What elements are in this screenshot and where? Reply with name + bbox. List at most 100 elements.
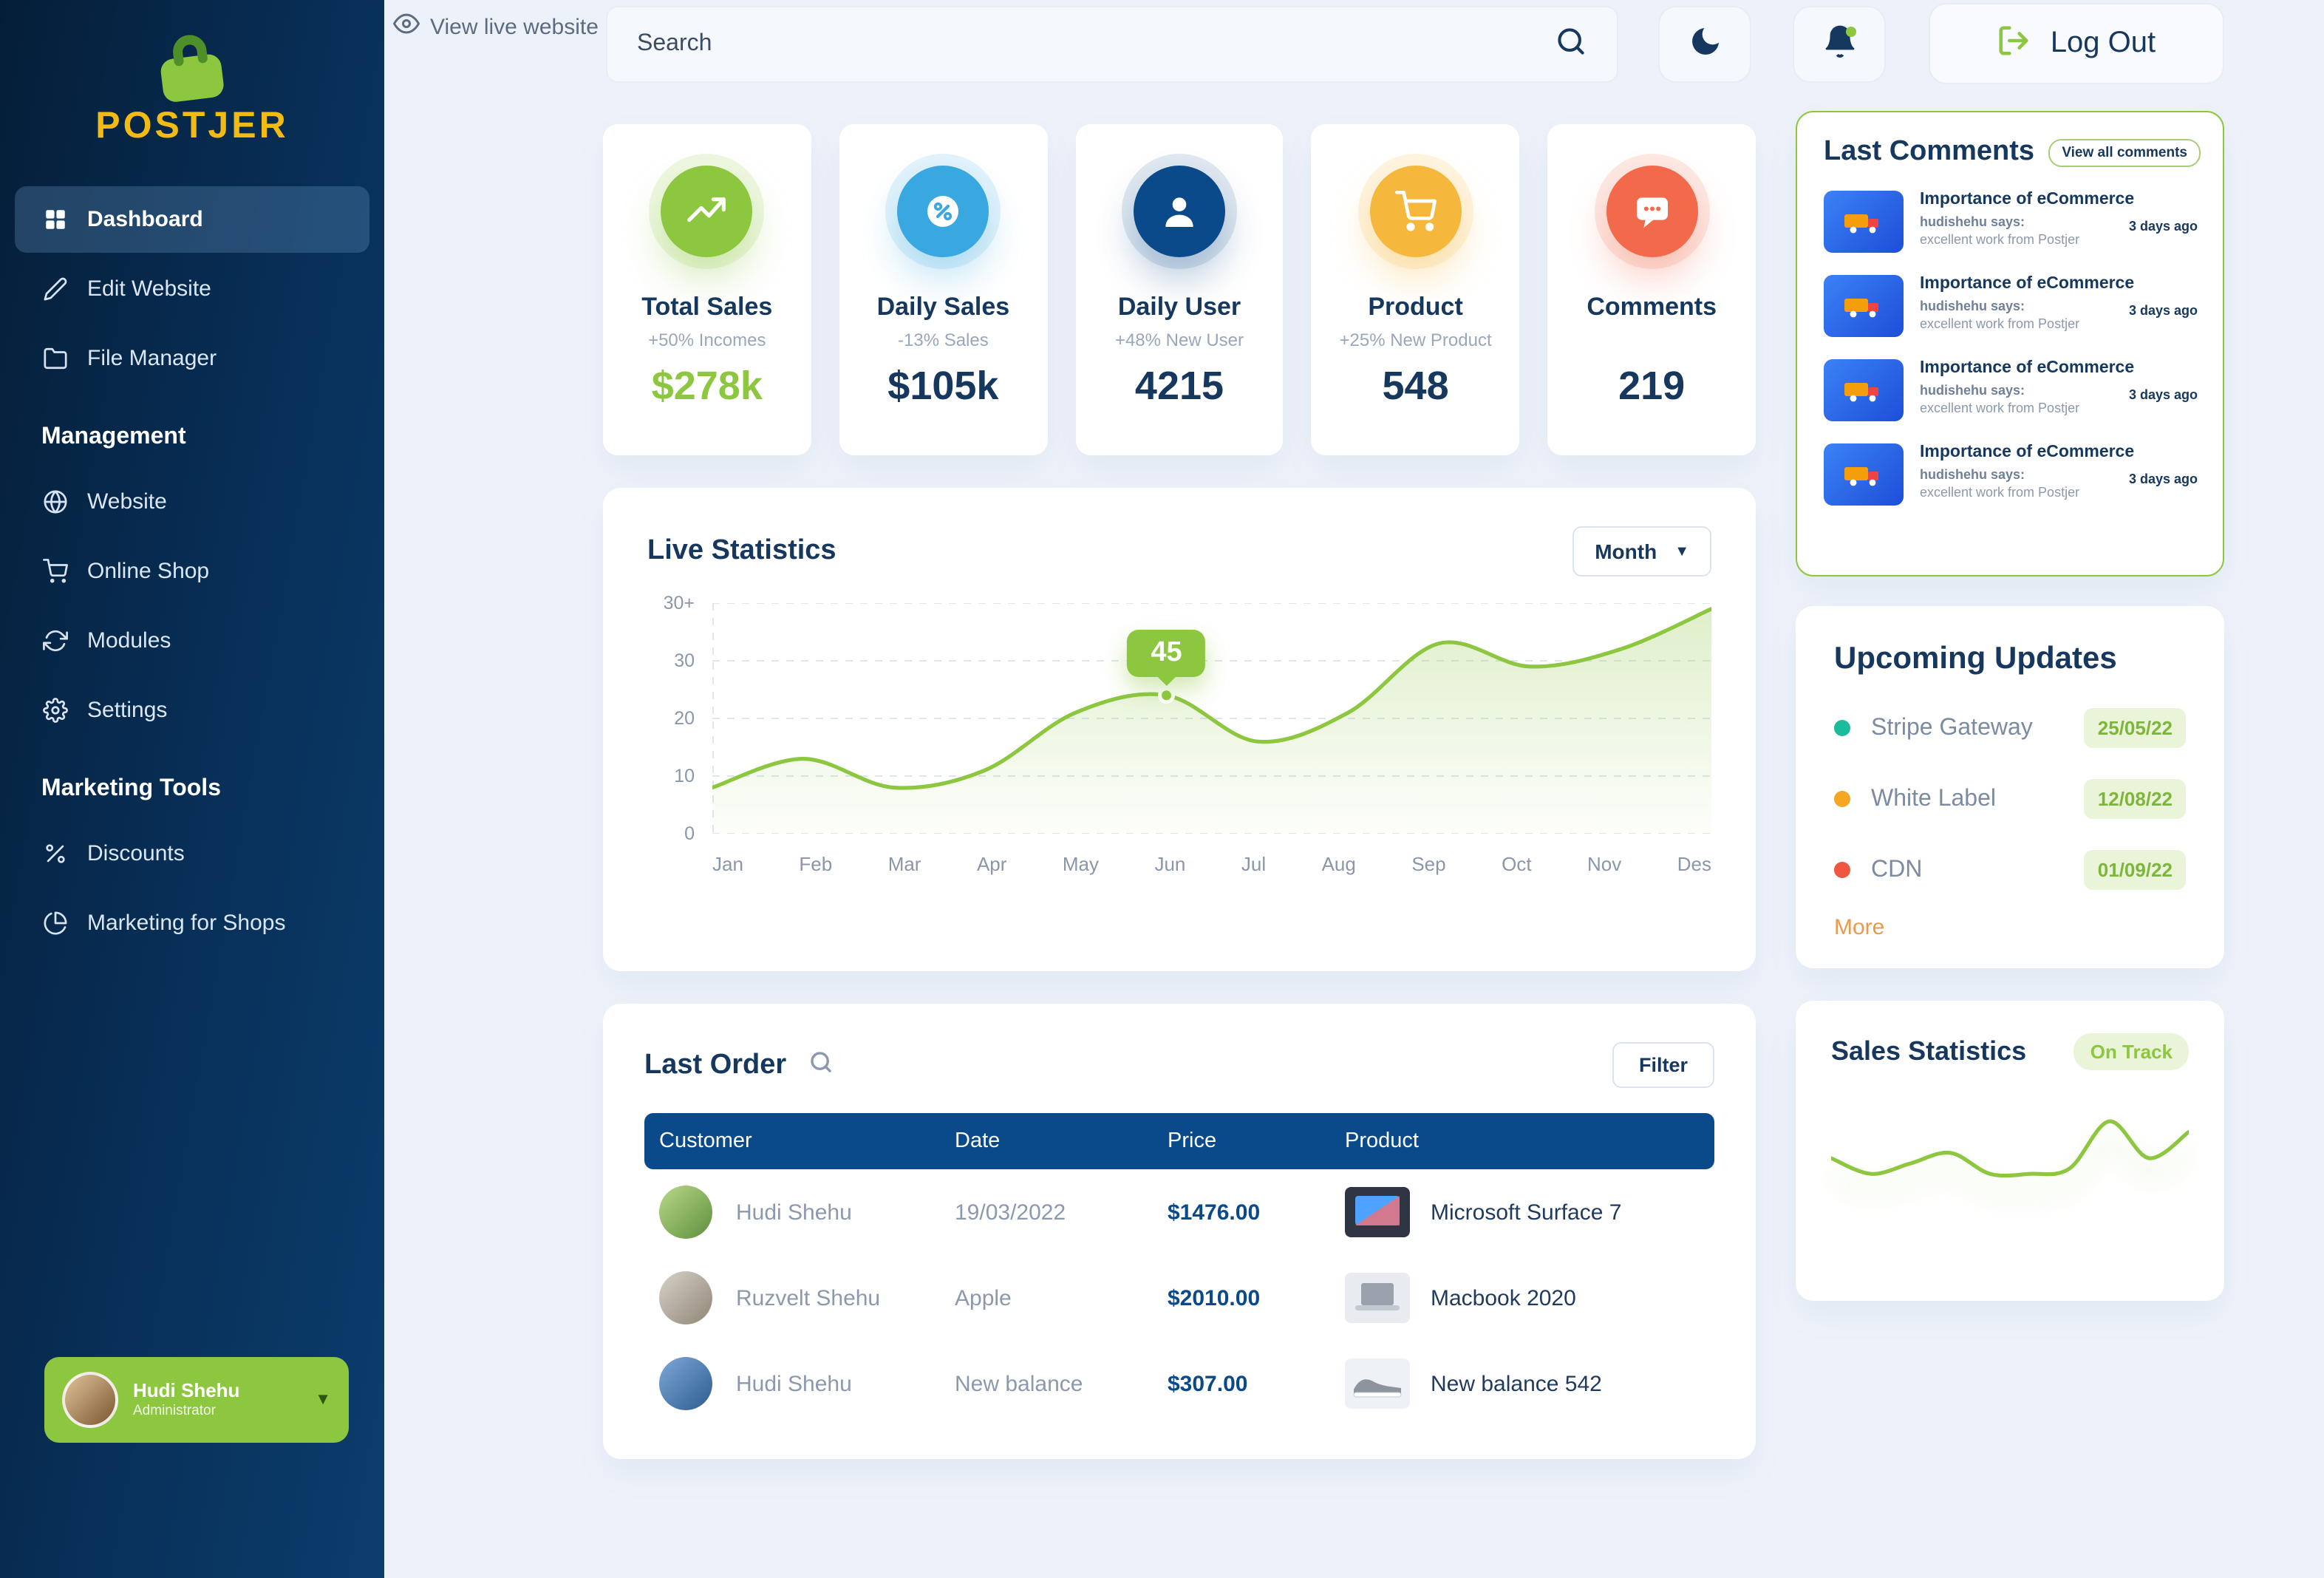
comment-item[interactable]: Importance of eCommerce hudishehu says: … [1824, 443, 2201, 506]
comment-title: Importance of eCommerce [1920, 443, 2135, 461]
user-avatar [62, 1371, 118, 1427]
sales-statistics-card: Sales Statistics On Track [1796, 1001, 2224, 1301]
upcoming-updates-title: Upcoming Updates [1834, 642, 2117, 676]
pie-chart-icon [41, 910, 68, 936]
order-date: New balance [955, 1371, 1083, 1396]
update-item-white-label: White Label 12/08/22 [1834, 779, 2186, 819]
gear-icon [41, 697, 68, 724]
comment-text: excellent work from Postjer [1920, 232, 2080, 247]
pencil-icon [41, 276, 68, 302]
stat-title: Product [1368, 293, 1463, 321]
stat-value: 548 [1382, 364, 1449, 408]
column-header-product: Product [1345, 1129, 1419, 1153]
update-label: Stripe Gateway [1871, 715, 2033, 740]
sidebar-item-settings[interactable]: Settings [15, 677, 369, 744]
x-tick-label: Mar [887, 853, 921, 875]
product-name: Macbook 2020 [1431, 1285, 1576, 1310]
status-dot [1834, 791, 1850, 807]
sales-sparkline [1829, 1119, 2191, 1178]
logout-button[interactable]: Log Out [1929, 3, 2224, 84]
x-tick-label: Aug [1321, 853, 1356, 875]
search-input[interactable] [637, 31, 1555, 58]
customer-avatar [659, 1357, 712, 1410]
stat-card-daily-user: Daily User +48% New User 4215 [1075, 124, 1284, 455]
period-select-value: Month [1595, 540, 1657, 563]
search-icon[interactable] [808, 1049, 834, 1081]
x-tick-label: May [1062, 853, 1099, 875]
notifications-button[interactable] [1793, 6, 1886, 83]
y-tick-label: 30+ [663, 593, 695, 613]
sidebar-item-modules[interactable]: Modules [15, 608, 369, 674]
comment-author: hudishehu says: [1920, 383, 2025, 398]
x-tick-label: Feb [799, 853, 833, 875]
sidebar-user-card[interactable]: Hudi Shehu Administrator ▼ [44, 1356, 349, 1442]
customer-name: Hudi Shehu [736, 1371, 852, 1396]
sidebar-item-label: File Manager [87, 346, 217, 371]
search-icon[interactable] [1555, 24, 1587, 64]
period-select[interactable]: Month ▼ [1572, 526, 1711, 577]
sidebar-nav: Dashboard Edit Website File Manager Mana… [0, 186, 384, 956]
comment-time: 3 days ago [2128, 303, 2198, 318]
comment-item[interactable]: Importance of eCommerce hudishehu says: … [1824, 359, 2201, 421]
sidebar-item-online-shop[interactable]: Online Shop [15, 538, 369, 605]
upcoming-updates-card: Upcoming Updates Stripe Gateway 25/05/22… [1796, 606, 2224, 968]
sidebar-item-label: Modules [87, 628, 171, 653]
stat-title: Daily User [1117, 293, 1241, 321]
shopping-bag-logo-icon [143, 33, 241, 117]
last-order-card: Last Order Filter Customer Date Price Pr… [603, 1004, 1756, 1459]
orders-table: Customer Date Price Product Hudi Shehu 1… [644, 1113, 1714, 1426]
comment-item[interactable]: Importance of eCommerce hudishehu says: … [1824, 191, 2201, 253]
comment-thumbnail [1824, 275, 1904, 337]
product-image-shoe [1345, 1358, 1410, 1409]
stat-subtitle: +48% New User [1114, 330, 1244, 350]
sidebar-item-website[interactable]: Website [15, 469, 369, 535]
product-name: New balance 542 [1431, 1371, 1602, 1396]
sidebar-item-discounts[interactable]: Discounts [15, 820, 369, 887]
eye-icon [392, 10, 420, 43]
last-comments-card: Last Comments View all comments Importan… [1796, 111, 2224, 577]
x-tick-label: Apr [976, 853, 1007, 875]
sidebar-item-edit-website[interactable]: Edit Website [15, 256, 369, 322]
status-dot [1834, 862, 1850, 878]
sidebar: POSTJER Dashboard Edit Website File Mana… [0, 0, 384, 1578]
view-live-website-link[interactable]: View live website [392, 10, 599, 43]
live-chart-plot: 45 [710, 602, 1714, 834]
chart-tooltip-value: 45 [1151, 637, 1182, 669]
order-date: 19/03/2022 [955, 1200, 1066, 1225]
percent-badge-icon [897, 166, 989, 257]
y-tick-label: 30 [674, 650, 695, 671]
order-price: $2010.00 [1168, 1285, 1261, 1310]
sidebar-item-file-manager[interactable]: File Manager [15, 325, 369, 392]
stat-title: Daily Sales [876, 293, 1010, 321]
comment-text: excellent work from Postjer [1920, 401, 2080, 415]
x-tick-label: Sep [1411, 853, 1446, 875]
sidebar-item-marketing-for-shops[interactable]: Marketing for Shops [15, 890, 369, 956]
comment-author: hudishehu says: [1920, 299, 2025, 313]
notification-dot [1846, 27, 1856, 37]
sidebar-item-label: Settings [87, 698, 168, 723]
chevron-down-icon[interactable]: ▼ [315, 1390, 331, 1408]
more-link[interactable]: More [1834, 915, 1885, 940]
view-all-comments-button[interactable]: View all comments [2048, 138, 2201, 166]
update-date-badge: 01/09/22 [2084, 850, 2186, 890]
x-tick-label: Des [1677, 853, 1711, 875]
live-chart: 30+ 30 20 10 0 45 [647, 593, 1714, 844]
comment-icon [1606, 166, 1698, 257]
dark-mode-button[interactable] [1658, 6, 1751, 83]
stat-value: $105k [887, 364, 999, 408]
folder-icon [41, 345, 68, 372]
live-chart-svg [710, 602, 1714, 834]
user-icon [1133, 166, 1225, 257]
sidebar-section-management: Management [41, 424, 186, 449]
sidebar-item-dashboard[interactable]: Dashboard [15, 186, 369, 253]
filter-button[interactable]: Filter [1612, 1042, 1714, 1088]
stat-value: 4215 [1134, 364, 1224, 408]
stat-card-daily-sales: Daily Sales -13% Sales $105k [839, 124, 1048, 455]
comment-item[interactable]: Importance of eCommerce hudishehu says: … [1824, 275, 2201, 337]
sidebar-item-label: Online Shop [87, 559, 210, 584]
stat-subtitle: +25% New Product [1339, 330, 1492, 350]
order-date: Apple [955, 1285, 1012, 1310]
search-bar [606, 6, 1618, 83]
globe-icon [41, 489, 68, 515]
user-role: Administrator [133, 1403, 216, 1420]
